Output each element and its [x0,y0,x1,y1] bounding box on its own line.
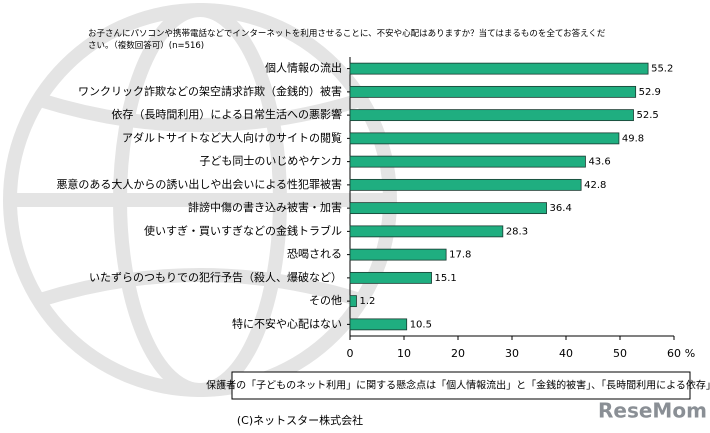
chart-title: お子さんにパソコンや携帯電話などでインターネットを利用させることに、不安や心配は… [88,29,606,51]
y-tick-label: 個人情報の流出 [265,61,342,75]
y-tick-label: 特に不安や心配はない [232,316,342,330]
copyright: (C)ネットスター株式会社 [237,413,363,427]
data-label: 10.5 [410,319,432,330]
data-label: 1.2 [359,296,375,307]
bar [349,155,586,168]
y-tick-label: 子ども同士のいじめやケンカ [199,155,342,168]
data-label: 52.5 [637,110,659,121]
x-tick-label: 10 [397,347,411,360]
bar [349,202,547,215]
caption: 保護者の「子どものネット利用」に関する懸念点は「個人情報流出」と「金銭的被害」、… [206,379,710,392]
watermark: ReseMom [598,399,707,423]
x-tick-label: 40 [559,347,573,360]
data-label: 55.2 [651,64,673,75]
caption-box [231,371,691,400]
bar [349,295,357,308]
bar [349,62,649,75]
data-label: 43.6 [588,157,610,168]
y-tick-label: その他 [309,294,342,307]
bar [349,271,432,284]
data-label: 15.1 [435,273,457,284]
x-tick-label: 50 [613,347,627,360]
data-label: 49.8 [622,133,644,144]
y-tick-label: 恐喝される [287,248,342,261]
bar [349,85,637,98]
y-tick-label: 使いすぎ・買いすぎなどの金銭トラブル [144,223,342,237]
bar [349,248,447,261]
bar [349,109,634,122]
data-label: 52.9 [639,87,661,98]
bar [349,225,504,238]
y-tick-label: 誹謗中傷の書き込み被害・加害 [188,200,342,214]
x-tick-label: 60 [667,347,681,360]
data-label: 28.3 [506,226,528,237]
x-tick-label: 30 [505,347,519,360]
data-label: 42.8 [584,180,606,191]
bar [349,132,620,145]
y-tick-label: 依存（長時間利用）による日常生活への悪影響 [111,107,342,121]
y-tick-label: いたずらのつもりでの犯行予告（殺人、爆破など） [89,270,342,284]
x-tick-label: 0 [347,347,354,360]
bar [349,178,582,191]
x-axis-label: % [685,347,695,360]
background-globe [3,3,397,397]
data-label: 36.4 [550,203,572,214]
data-label: 17.8 [449,250,471,261]
x-tick-label: 20 [451,347,465,360]
y-tick-label: 悪意のある大人からの誘い出しや出会いによる性犯罪被害 [56,177,342,191]
y-tick-label: アダルトサイトなど大人向けのサイトの閲覧 [122,130,342,144]
bar [349,318,408,331]
y-tick-label: ワンクリック詐欺などの架空請求詐欺（金銭的）被害 [78,84,342,98]
